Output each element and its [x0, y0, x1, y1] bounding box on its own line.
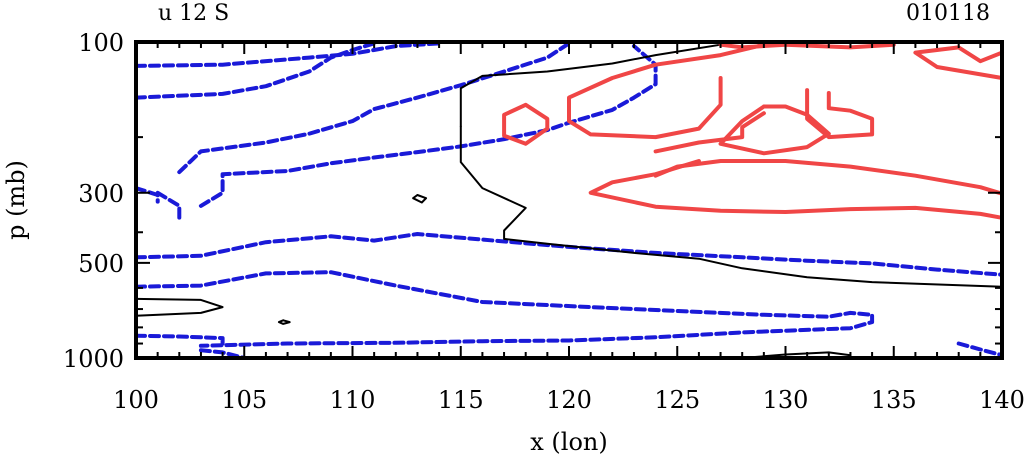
x-axis-label: x (lon) [530, 428, 607, 456]
contour-negative-10 [155, 190, 182, 224]
x-tick-label-100: 100 [113, 386, 159, 414]
contour-positive-6 [913, 45, 1004, 80]
x-tick-label-140: 140 [979, 386, 1025, 414]
contour-negative-2 [134, 41, 377, 100]
y-axis-label: p (mb) [2, 160, 30, 240]
contour-positive-7 [653, 159, 1004, 196]
contour-negative-9 [956, 341, 1004, 358]
contour-positive-2 [502, 102, 550, 146]
contour-zero-1 [135, 297, 224, 317]
plot-frame [134, 40, 1004, 360]
contour-negative-6 [134, 270, 875, 348]
contour-negative-4 [198, 44, 658, 208]
contour-negative-5 [134, 232, 1004, 277]
x-tick-label-135: 135 [871, 386, 917, 414]
contour-zero-5 [412, 194, 428, 204]
y-tick-label-1000: 1000 [63, 345, 124, 373]
tick-labels: 100 105 110 115 120 125 130 135 140 100 300 500 1000 [63, 29, 1025, 414]
title-right: 010118 [906, 1, 990, 26]
y-tick-label-100: 100 [78, 29, 124, 57]
contour-positive-3 [588, 159, 1004, 220]
contour-positive-4 [718, 104, 831, 156]
contour-positive-5 [805, 88, 875, 140]
contour-negative-3 [177, 41, 571, 175]
axis-ticks [135, 41, 1003, 359]
contour-lines [134, 41, 1004, 360]
x-tick-label-130: 130 [763, 386, 809, 414]
contour-positive-1 [567, 42, 766, 140]
contour-zero-3 [459, 125, 1003, 288]
title-left: u 12 S [158, 1, 229, 26]
contour-zero-2 [459, 43, 722, 128]
y-tick-label-500: 500 [78, 250, 124, 278]
contour-zero-6 [277, 319, 291, 325]
x-tick-label-115: 115 [438, 386, 484, 414]
x-tick-label-105: 105 [221, 386, 267, 414]
contour-negative-11 [134, 186, 160, 204]
x-tick-label-110: 110 [330, 386, 376, 414]
y-tick-label-300: 300 [78, 180, 124, 208]
x-tick-label-125: 125 [654, 386, 700, 414]
contour-positive-8 [653, 111, 766, 154]
x-tick-label-120: 120 [546, 386, 592, 414]
contour-negative-7 [134, 333, 225, 346]
